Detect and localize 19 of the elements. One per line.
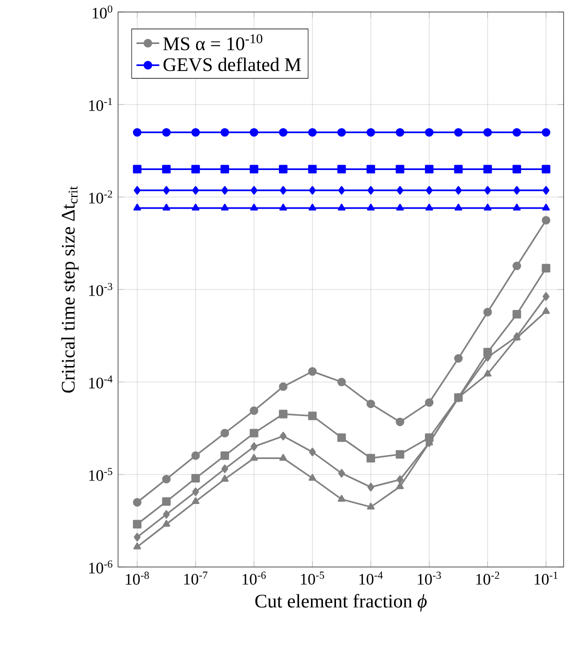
x-tick-label: 10$^{-3}$ (418, 572, 442, 585)
x-tick-label: 10$^{-7}$ (184, 572, 208, 585)
y-tick-label: 10$^{-5}$ (89, 468, 112, 481)
y-tick-label: 10$^{-3}$ (89, 282, 112, 296)
legend-label: GEVS deflated M (164, 57, 302, 72)
y-axis-title: Critical time step size Δt$_{crit}$ (61, 186, 79, 393)
x-tick-label: 10$^{-5}$ (301, 572, 324, 585)
x-tick-label: 10$^{-2}$ (476, 572, 500, 585)
x-tick-label: 10$^{-8}$ (126, 572, 150, 585)
legend-label: MS α = 10$^{-10}$ (163, 34, 262, 50)
x-tick-label: 10$^{-4}$ (360, 572, 383, 585)
y-tick-label: 10$^{-2}$ (89, 190, 112, 204)
y-tick-label: 10$^{0}$ (92, 5, 112, 19)
y-tick-label: 10$^{-1}$ (89, 98, 112, 111)
y-tick-label: 10$^{-4}$ (89, 375, 113, 388)
x-tick-label: 10$^{-6}$ (242, 572, 266, 585)
y-tick-label: 10$^{-6}$ (89, 560, 113, 574)
x-axis-title: Cut element fraction ϕ (256, 594, 427, 612)
x-tick-label: 10$^{-1}$ (534, 572, 558, 585)
